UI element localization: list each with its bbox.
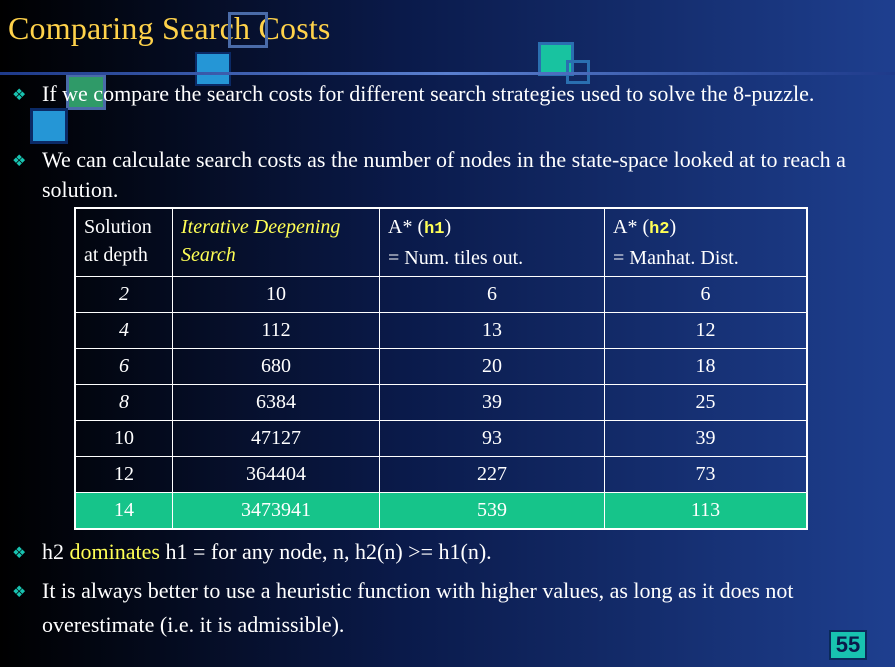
bullet-text: We can calculate search costs as the num…	[42, 147, 846, 202]
table-row: 2 10 6 6	[74, 276, 808, 313]
cell-depth: 10	[74, 420, 173, 457]
table-row: 4 112 13 12	[74, 312, 808, 349]
cell-h2: 18	[604, 348, 808, 385]
header-depth: Solution at depth	[74, 207, 173, 277]
table-header-row: Solution at depth Iterative Deepening Se…	[74, 207, 808, 277]
diamond-bullet-icon: ❖	[12, 584, 27, 601]
cell-ids: 112	[172, 312, 380, 349]
slide-title: Comparing Search Costs	[8, 10, 331, 46]
bullet-text: If we compare the search costs for diffe…	[42, 81, 815, 106]
cell-h2: 73	[604, 456, 808, 493]
header-ids: Iterative Deepening Search	[172, 207, 380, 277]
cell-h1: 539	[379, 492, 605, 530]
decor-square	[538, 42, 574, 76]
cell-h1: 13	[379, 312, 605, 349]
cell-depth: 12	[74, 456, 173, 493]
cell-h1: 20	[379, 348, 605, 385]
table-row: 12 364404 227 73	[74, 456, 808, 493]
cell-ids: 364404	[172, 456, 380, 493]
table-row-highlighted: 14 3473941 539 113	[74, 492, 808, 530]
cell-depth: 2	[74, 276, 173, 313]
table-row: 6 680 20 18	[74, 348, 808, 385]
bullet-text: It is always better to use a heuristic f…	[42, 578, 794, 637]
bullet-text: h2 dominates h1 = for any node, n, h2(n)…	[42, 539, 492, 564]
cell-h1: 227	[379, 456, 605, 493]
page-number-badge: 55	[829, 630, 867, 660]
cell-depth: 4	[74, 312, 173, 349]
header-h2: A* (h2) = Manhat. Dist.	[604, 207, 808, 277]
decor-square	[30, 108, 68, 144]
cell-h2: 6	[604, 276, 808, 313]
diamond-bullet-icon: ❖	[12, 545, 27, 562]
cell-h2: 39	[604, 420, 808, 457]
cell-depth: 14	[74, 492, 173, 530]
decor-square	[195, 52, 231, 86]
table-row: 8 6384 39 25	[74, 384, 808, 421]
cell-h1: 93	[379, 420, 605, 457]
cell-h1: 39	[379, 384, 605, 421]
cell-h1: 6	[379, 276, 605, 313]
decor-square	[228, 12, 268, 48]
cell-ids: 47127	[172, 420, 380, 457]
cell-depth: 8	[74, 384, 173, 421]
cell-h2: 113	[604, 492, 808, 530]
cell-ids: 10	[172, 276, 380, 313]
keyword-dominates: dominates	[69, 539, 160, 564]
search-cost-table: Solution at depth Iterative Deepening Se…	[74, 207, 808, 530]
decor-square	[66, 74, 106, 110]
diamond-bullet-icon: ❖	[12, 87, 27, 104]
table-row: 10 47127 93 39	[74, 420, 808, 457]
cell-ids: 3473941	[172, 492, 380, 530]
diamond-bullet-icon: ❖	[12, 153, 27, 170]
cell-ids: 680	[172, 348, 380, 385]
cell-h2: 25	[604, 384, 808, 421]
title-divider	[0, 72, 895, 75]
cell-depth: 6	[74, 348, 173, 385]
cell-ids: 6384	[172, 384, 380, 421]
cell-h2: 12	[604, 312, 808, 349]
header-h1: A* (h1) = Num. tiles out.	[379, 207, 605, 277]
